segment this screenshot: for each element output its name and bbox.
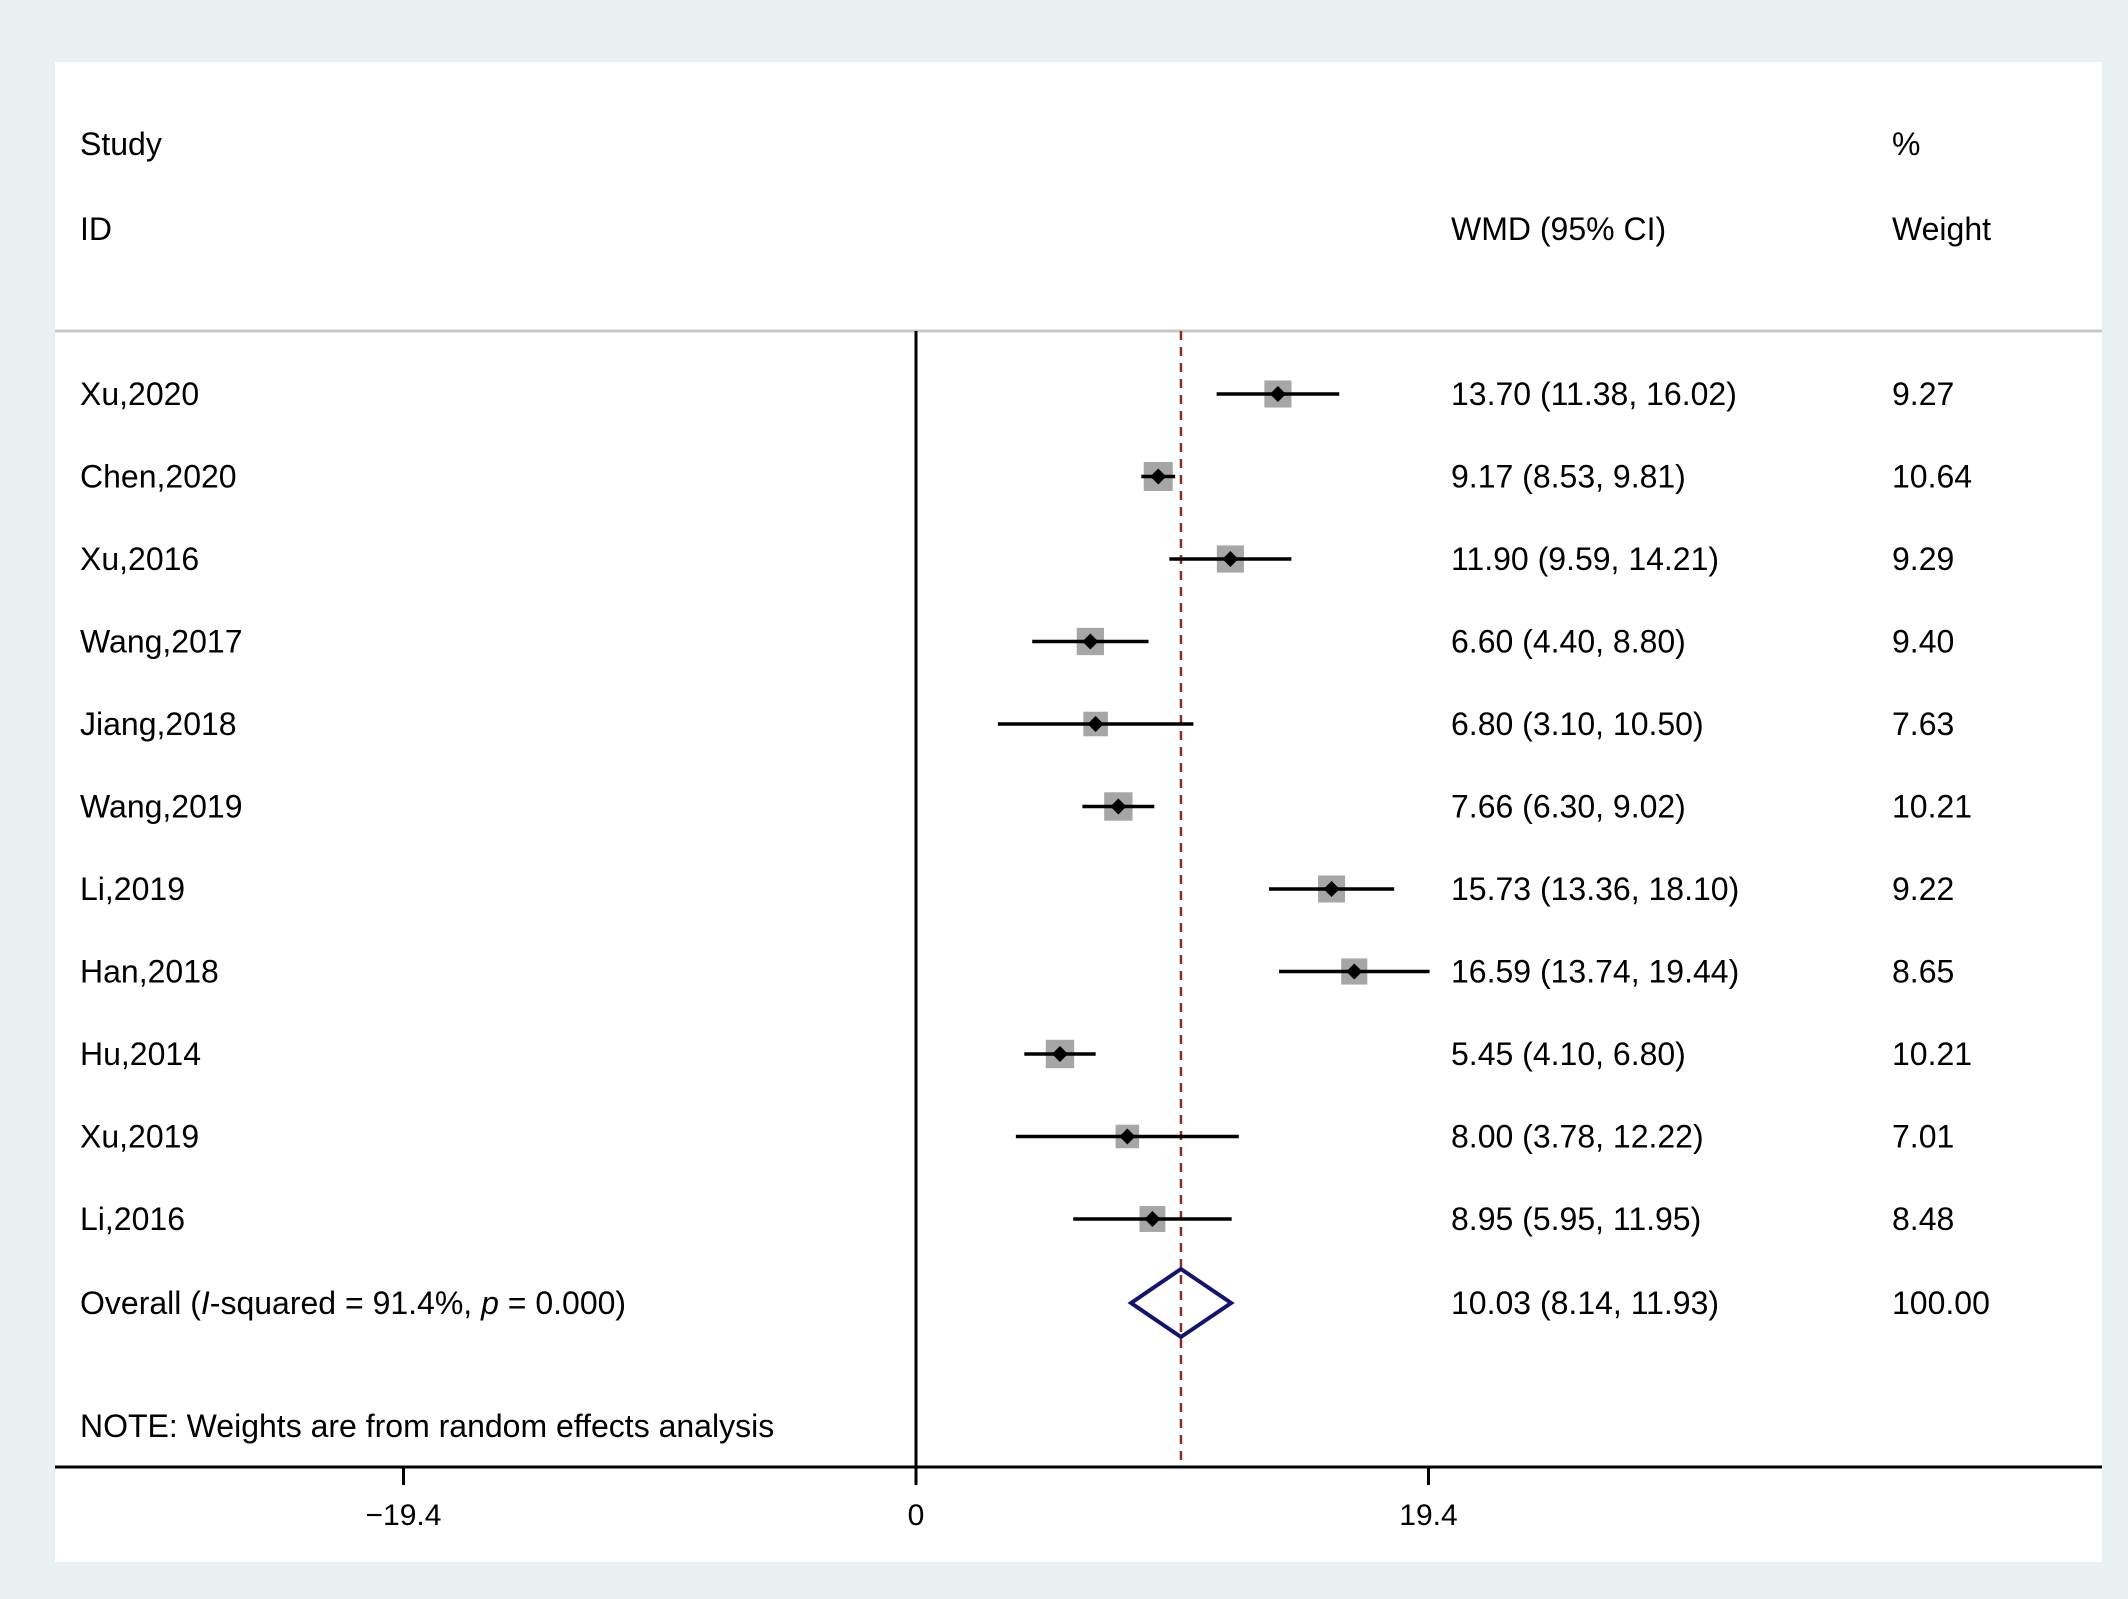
weight-text: 7.63 (1892, 706, 1954, 742)
ci-text: 6.80 (3.10, 10.50) (1451, 706, 1704, 742)
overall-label: Overall (I-squared = 91.4%, p = 0.000) (80, 1285, 626, 1321)
x-tick-label: −19.4 (366, 1499, 442, 1532)
ci-text: 16.59 (13.74, 19.44) (1451, 954, 1739, 990)
overall-weight-text: 100.00 (1892, 1285, 1990, 1321)
weight-text: 10.21 (1892, 1036, 1972, 1072)
ci-text: 15.73 (13.36, 18.10) (1451, 871, 1739, 907)
study-label: Hu,2014 (80, 1036, 201, 1072)
weight-text: 9.40 (1892, 624, 1954, 660)
ci-text: 8.95 (5.95, 11.95) (1451, 1201, 1701, 1237)
ci-text: 13.70 (11.38, 16.02) (1451, 376, 1737, 412)
study-label: Jiang,2018 (80, 706, 237, 742)
header-effect: WMD (95% CI) (1451, 211, 1666, 247)
weight-text: 9.27 (1892, 376, 1954, 412)
study-label: Chen,2020 (80, 459, 237, 495)
header-id: ID (80, 211, 112, 247)
overall-label-part: Overall ( (80, 1285, 201, 1321)
ci-text: 9.17 (8.53, 9.81) (1451, 459, 1686, 495)
study-label: Han,2018 (80, 954, 219, 990)
point-estimate (1346, 963, 1363, 980)
overall-ci-text: 10.03 (8.14, 11.93) (1451, 1285, 1719, 1321)
note-text: NOTE: Weights are from random effects an… (80, 1408, 774, 1444)
study-label: Xu,2020 (80, 376, 199, 412)
study-label: Li,2019 (80, 871, 185, 907)
weight-text: 10.64 (1892, 459, 1972, 495)
point-estimate (1082, 633, 1099, 650)
point-estimate (1222, 551, 1239, 567)
weight-text: 8.65 (1892, 954, 1954, 990)
point-estimate (1087, 716, 1104, 732)
overall-label-part: p (480, 1285, 499, 1321)
ci-text: 5.45 (4.10, 6.80) (1451, 1036, 1686, 1072)
overall-label-part: = 0.000) (499, 1285, 626, 1321)
point-estimate (1051, 1046, 1068, 1062)
header-weight-percent: % (1892, 126, 1920, 162)
weight-text: 10.21 (1892, 789, 1972, 825)
x-tick-label: 19.4 (1399, 1499, 1457, 1532)
study-label: Xu,2016 (80, 541, 199, 577)
study-label: Wang,2019 (80, 789, 242, 825)
x-tick-label: 0 (908, 1499, 925, 1532)
ci-text: 6.60 (4.40, 8.80) (1451, 624, 1686, 660)
weight-text: 7.01 (1892, 1119, 1954, 1155)
overall-label-part: I (201, 1285, 210, 1321)
weight-text: 9.22 (1892, 871, 1954, 907)
study-label: Xu,2019 (80, 1119, 199, 1155)
point-estimate (1323, 881, 1340, 897)
point-estimate (1119, 1128, 1136, 1145)
study-label: Li,2016 (80, 1201, 185, 1237)
point-estimate (1269, 386, 1286, 402)
header-weight: Weight (1892, 211, 1991, 247)
overall-diamond (1127, 1266, 1235, 1340)
weight-text: 9.29 (1892, 541, 1954, 577)
point-estimate (1110, 798, 1127, 815)
ci-text: 8.00 (3.78, 12.22) (1451, 1119, 1704, 1155)
point-estimate (1150, 468, 1167, 485)
weight-text: 8.48 (1892, 1201, 1954, 1237)
plot-panel (55, 62, 2102, 1562)
ci-text: 11.90 (9.59, 14.21) (1451, 541, 1719, 577)
point-estimate (1144, 1211, 1161, 1227)
ci-text: 7.66 (6.30, 9.02) (1451, 789, 1686, 825)
study-label: Wang,2017 (80, 624, 242, 660)
header-study: Study (80, 126, 162, 162)
overall-label-part: -squared = 91.4%, (210, 1285, 481, 1321)
